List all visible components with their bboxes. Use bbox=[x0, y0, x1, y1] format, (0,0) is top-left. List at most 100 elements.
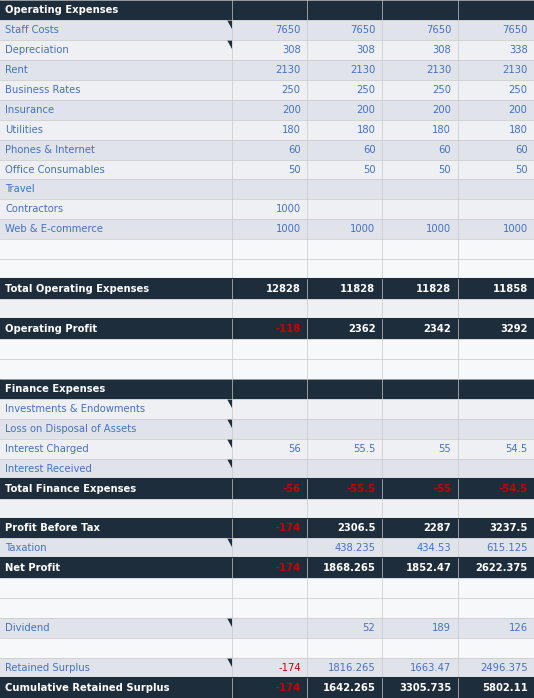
Bar bbox=[458, 119, 534, 140]
Text: 200: 200 bbox=[433, 105, 451, 114]
Text: 11828: 11828 bbox=[416, 284, 451, 294]
Bar bbox=[307, 379, 382, 399]
Bar bbox=[232, 558, 307, 579]
Bar bbox=[307, 299, 382, 319]
Text: Net Profit: Net Profit bbox=[5, 563, 60, 573]
Bar bbox=[232, 678, 307, 698]
Polygon shape bbox=[227, 419, 232, 428]
Text: Insurance: Insurance bbox=[5, 105, 54, 114]
Text: 3292: 3292 bbox=[500, 324, 528, 334]
Bar bbox=[458, 579, 534, 598]
Bar bbox=[307, 439, 382, 459]
Bar bbox=[232, 279, 307, 299]
Text: Office Consumables: Office Consumables bbox=[5, 165, 105, 174]
Bar bbox=[307, 140, 382, 160]
Bar bbox=[307, 498, 382, 519]
Text: 3237.5: 3237.5 bbox=[489, 524, 528, 533]
Text: 434.53: 434.53 bbox=[417, 544, 451, 554]
Text: Contractors: Contractors bbox=[5, 205, 64, 214]
Polygon shape bbox=[227, 658, 232, 667]
Bar bbox=[382, 399, 458, 419]
Text: Travel: Travel bbox=[5, 184, 35, 195]
Bar bbox=[307, 200, 382, 219]
Bar bbox=[458, 200, 534, 219]
Bar bbox=[0, 459, 232, 479]
Bar bbox=[232, 239, 307, 259]
Text: 1000: 1000 bbox=[350, 224, 375, 235]
Text: Loss on Disposal of Assets: Loss on Disposal of Assets bbox=[5, 424, 137, 433]
Bar bbox=[232, 579, 307, 598]
Text: Retained Surplus: Retained Surplus bbox=[5, 663, 90, 673]
Bar bbox=[458, 558, 534, 579]
Bar bbox=[307, 519, 382, 538]
Bar bbox=[458, 618, 534, 638]
Bar bbox=[382, 119, 458, 140]
Text: 180: 180 bbox=[433, 125, 451, 135]
Text: 5802.11: 5802.11 bbox=[482, 683, 528, 693]
Bar bbox=[0, 658, 232, 678]
Bar bbox=[307, 239, 382, 259]
Bar bbox=[0, 219, 232, 239]
Bar bbox=[0, 200, 232, 219]
Text: 60: 60 bbox=[288, 144, 301, 154]
Text: 2342: 2342 bbox=[423, 324, 451, 334]
Bar bbox=[0, 579, 232, 598]
Text: 7650: 7650 bbox=[350, 25, 375, 35]
Bar bbox=[232, 459, 307, 479]
Polygon shape bbox=[227, 399, 232, 408]
Bar bbox=[0, 40, 232, 60]
Text: 55.5: 55.5 bbox=[353, 444, 375, 454]
Text: 250: 250 bbox=[281, 84, 301, 95]
Text: 1000: 1000 bbox=[426, 224, 451, 235]
Bar bbox=[458, 319, 534, 339]
Bar bbox=[232, 160, 307, 179]
Text: 54.5: 54.5 bbox=[505, 444, 528, 454]
Text: 189: 189 bbox=[432, 623, 451, 633]
Text: Utilities: Utilities bbox=[5, 125, 43, 135]
Bar bbox=[307, 339, 382, 359]
Text: 250: 250 bbox=[508, 84, 528, 95]
Text: 50: 50 bbox=[363, 165, 375, 174]
Bar bbox=[307, 419, 382, 439]
Bar bbox=[232, 519, 307, 538]
Bar bbox=[0, 419, 232, 439]
Bar bbox=[458, 279, 534, 299]
Bar bbox=[0, 479, 232, 498]
Bar bbox=[382, 479, 458, 498]
Bar bbox=[307, 219, 382, 239]
Text: 11858: 11858 bbox=[492, 284, 528, 294]
Text: Web & E-commerce: Web & E-commerce bbox=[5, 224, 104, 235]
Bar bbox=[0, 279, 232, 299]
Bar bbox=[458, 359, 534, 379]
Bar bbox=[458, 498, 534, 519]
Bar bbox=[382, 0, 458, 20]
Bar bbox=[307, 459, 382, 479]
Bar bbox=[307, 40, 382, 60]
Bar bbox=[0, 20, 232, 40]
Bar bbox=[382, 60, 458, 80]
Text: 2622.375: 2622.375 bbox=[475, 563, 528, 573]
Bar bbox=[307, 20, 382, 40]
Bar bbox=[0, 399, 232, 419]
Text: 2362: 2362 bbox=[348, 324, 375, 334]
Bar bbox=[307, 279, 382, 299]
Text: -174: -174 bbox=[276, 524, 301, 533]
Bar bbox=[0, 319, 232, 339]
Bar bbox=[232, 399, 307, 419]
Bar bbox=[458, 20, 534, 40]
Polygon shape bbox=[227, 558, 232, 567]
Bar bbox=[458, 160, 534, 179]
Bar bbox=[307, 0, 382, 20]
Bar bbox=[0, 160, 232, 179]
Bar bbox=[382, 439, 458, 459]
Bar bbox=[307, 479, 382, 498]
Bar bbox=[232, 0, 307, 20]
Text: 180: 180 bbox=[509, 125, 528, 135]
Text: Depreciation: Depreciation bbox=[5, 45, 69, 55]
Bar bbox=[232, 419, 307, 439]
Bar bbox=[232, 439, 307, 459]
Polygon shape bbox=[227, 319, 232, 328]
Text: Total Finance Expenses: Total Finance Expenses bbox=[5, 484, 137, 493]
Text: 7650: 7650 bbox=[275, 25, 301, 35]
Text: 200: 200 bbox=[509, 105, 528, 114]
